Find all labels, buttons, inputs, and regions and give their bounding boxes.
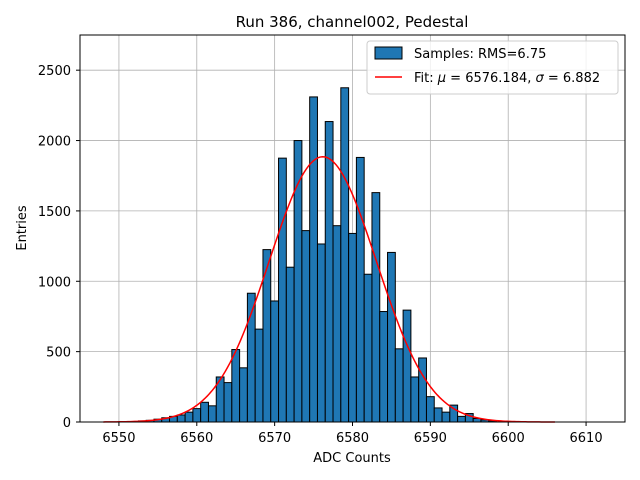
histogram-bar [355, 156, 365, 423]
histogram-bar [425, 396, 435, 423]
y-tick-label: 2500 [38, 64, 71, 79]
fit-curve [103, 155, 555, 423]
legend-bars-label: Samples: RMS=6.75 [414, 47, 546, 62]
histogram-bar [433, 407, 443, 423]
histogram-bar [324, 121, 334, 423]
histogram-bar [192, 408, 202, 423]
histogram-bar [239, 367, 248, 423]
histogram-bar [184, 411, 194, 423]
histogram-bars [137, 87, 498, 423]
histogram-bar [379, 311, 389, 423]
histogram-bar [176, 414, 186, 423]
histogram-bar [309, 96, 318, 423]
x-tick-label: 6550 [102, 431, 135, 446]
y-axis-ticks: 0 500 1000 1500 2000 2500 [38, 64, 80, 431]
legend-fit-label: Fit: μ = 6576.184, σ = 6.882 [414, 71, 600, 86]
histogram-bar [207, 405, 217, 423]
histogram-bar [270, 300, 280, 423]
legend: Samples: RMS=6.75 Fit: μ = 6576.184, σ =… [366, 40, 619, 95]
histogram-bar [316, 243, 326, 423]
histogram-bar [285, 266, 295, 423]
histogram-bar [410, 376, 420, 423]
histogram-bar [387, 251, 396, 423]
legend-bars-swatch [374, 46, 403, 60]
histogram-bar [301, 230, 311, 423]
y-axis-label: Entries [15, 205, 30, 251]
histogram-bar [278, 157, 287, 423]
histogram-bar [441, 411, 451, 423]
histogram-bar [418, 357, 427, 423]
y-tick-label: 1500 [38, 205, 71, 220]
histogram-bar [223, 382, 233, 423]
x-tick-label: 6580 [336, 431, 369, 446]
x-axis-label: ADC Counts [313, 451, 391, 466]
histogram-bar [200, 401, 209, 423]
histogram-bar [254, 328, 264, 423]
x-tick-label: 6590 [414, 431, 447, 446]
x-tick-label: 6610 [570, 431, 603, 446]
histogram-bar [457, 415, 466, 423]
x-tick-label: 6560 [180, 431, 213, 446]
histogram-bar [348, 232, 357, 423]
histogram-bar [340, 87, 350, 423]
histogram-bar [402, 309, 412, 423]
histogram-bar [231, 349, 241, 423]
x-tick-label: 6600 [492, 431, 525, 446]
histogram-bar [332, 225, 342, 423]
y-tick-label: 500 [46, 346, 71, 361]
legend-frame [366, 40, 619, 95]
chart-title: Run 386, channel002, Pedestal [236, 13, 469, 31]
y-tick-label: 1000 [38, 275, 71, 290]
y-tick-label: 2000 [38, 135, 71, 150]
y-tick-label: 0 [63, 416, 71, 431]
histogram-bar [394, 348, 404, 423]
x-axis-ticks: 6550 6560 6570 6580 6590 6600 6610 [102, 422, 603, 446]
histogram-bar [371, 192, 381, 423]
histogram-bar [363, 273, 373, 423]
x-tick-label: 6570 [258, 431, 291, 446]
